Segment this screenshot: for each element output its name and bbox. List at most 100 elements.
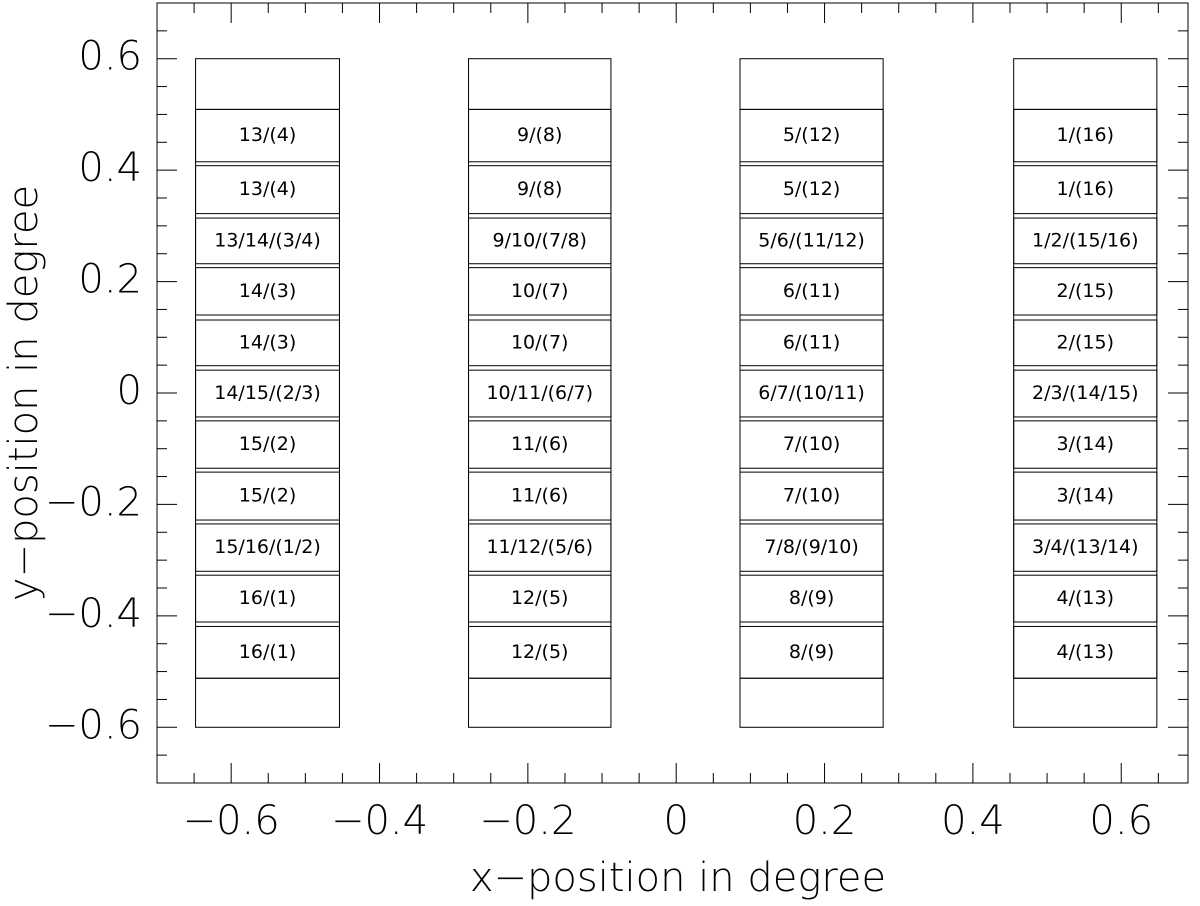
cell	[468, 574, 612, 623]
cell	[739, 319, 884, 367]
x-tick-label: 0	[663, 798, 688, 844]
cell	[195, 420, 340, 469]
cell-label: 9/(8)	[517, 178, 562, 200]
x-tick-label: 0.2	[793, 798, 857, 844]
cell-label: 4/(13)	[1057, 641, 1115, 663]
cell-label: 13/14/(3/4)	[214, 229, 321, 251]
cell	[195, 319, 340, 367]
cell-label: 8/(9)	[789, 587, 834, 609]
y-tick-label: −0.4	[45, 591, 142, 637]
cell	[1013, 369, 1158, 418]
y-tick-label: 0.4	[78, 145, 142, 191]
cell-label: 11/(6)	[511, 433, 569, 455]
cell	[1013, 471, 1158, 521]
cell-label: 11/12/(5/6)	[486, 536, 593, 558]
cell-label: 12/(5)	[511, 587, 569, 609]
cell	[739, 574, 884, 623]
cell-label: 4/(13)	[1057, 587, 1115, 609]
cell-label: 14/(3)	[239, 280, 297, 302]
cell	[468, 420, 612, 469]
cell	[739, 217, 884, 265]
cell-label: 1/(16)	[1057, 124, 1115, 146]
cell-label: 5/6/(11/12)	[758, 229, 865, 251]
cell	[1013, 574, 1158, 623]
cell-label: 2/3/(14/15)	[1032, 382, 1139, 404]
cell-label: 1/(16)	[1057, 178, 1115, 200]
cell-label: 12/(5)	[511, 641, 569, 663]
cell	[739, 369, 884, 418]
cell	[739, 471, 884, 521]
cell-label: 10/(7)	[511, 280, 569, 302]
cell	[468, 319, 612, 367]
cell-label: 3/(14)	[1057, 485, 1115, 507]
cell-label: 14/(3)	[239, 331, 297, 353]
cell-label: 10/(7)	[511, 331, 569, 353]
cell	[195, 471, 340, 521]
cell-label: 15/16/(1/2)	[214, 536, 321, 558]
cell	[739, 165, 884, 215]
cell-label: 6/(11)	[783, 280, 841, 302]
cell	[1013, 217, 1158, 265]
cell-label: 15/(2)	[239, 433, 297, 455]
cell-label: 7/(10)	[783, 433, 841, 455]
cell-label: 13/(4)	[239, 178, 297, 200]
cell	[468, 165, 612, 215]
cell-label: 6/7/(10/11)	[758, 382, 865, 404]
x-tick-label: −0.4	[331, 798, 428, 844]
cell-label: 6/(11)	[783, 331, 841, 353]
y-axis-label: y−position in degree	[1, 185, 47, 601]
x-tick-label: 0.6	[1089, 798, 1153, 844]
x-tick-label: 0.4	[941, 798, 1005, 844]
y-tick-label: 0.2	[78, 257, 142, 303]
cell	[468, 108, 612, 163]
cell	[468, 369, 612, 418]
cell	[468, 625, 612, 679]
cell	[1013, 523, 1158, 572]
cell	[739, 625, 884, 679]
cell-label: 7/(10)	[783, 485, 841, 507]
cell	[195, 625, 340, 679]
cell	[1013, 625, 1158, 679]
cell-label: 5/(12)	[783, 124, 841, 146]
cell-label: 2/(15)	[1057, 331, 1115, 353]
y-tick-label: −0.2	[45, 479, 142, 525]
cell	[1013, 165, 1158, 215]
cell-label: 11/(6)	[511, 485, 569, 507]
cell-label: 16/(1)	[239, 641, 297, 663]
cell	[195, 523, 340, 572]
cell	[468, 217, 612, 265]
cell-label: 15/(2)	[239, 485, 297, 507]
cell	[1013, 108, 1158, 163]
y-tick-label: −0.6	[45, 702, 142, 748]
cell	[1013, 319, 1158, 367]
cell	[739, 108, 884, 163]
cell	[195, 574, 340, 623]
cell-label: 5/(12)	[783, 178, 841, 200]
cell	[468, 471, 612, 521]
x-tick-label: −0.2	[479, 798, 576, 844]
x-axis-label: x−position in degree	[470, 855, 886, 901]
cell-label: 10/11/(6/7)	[486, 382, 593, 404]
cell-label: 16/(1)	[239, 587, 297, 609]
cell	[195, 267, 340, 316]
y-tick-label: 0	[117, 368, 142, 414]
cell-label: 2/(15)	[1057, 280, 1115, 302]
cell	[195, 369, 340, 418]
cell-label: 8/(9)	[789, 641, 834, 663]
cell-label: 9/10/(7/8)	[492, 229, 586, 251]
y-tick-label: 0.6	[78, 34, 142, 80]
cell	[739, 523, 884, 572]
cell	[195, 217, 340, 265]
cell	[468, 523, 612, 572]
cell	[195, 165, 340, 215]
cell	[739, 267, 884, 316]
cell	[1013, 267, 1158, 316]
cell-label: 7/8/(9/10)	[764, 536, 858, 558]
cell-label: 1/2/(15/16)	[1032, 229, 1139, 251]
cell-label: 13/(4)	[239, 124, 297, 146]
cell-label: 14/15/(2/3)	[214, 382, 321, 404]
cell	[1013, 420, 1158, 469]
cell	[195, 108, 340, 163]
cell-label: 3/(14)	[1057, 433, 1115, 455]
